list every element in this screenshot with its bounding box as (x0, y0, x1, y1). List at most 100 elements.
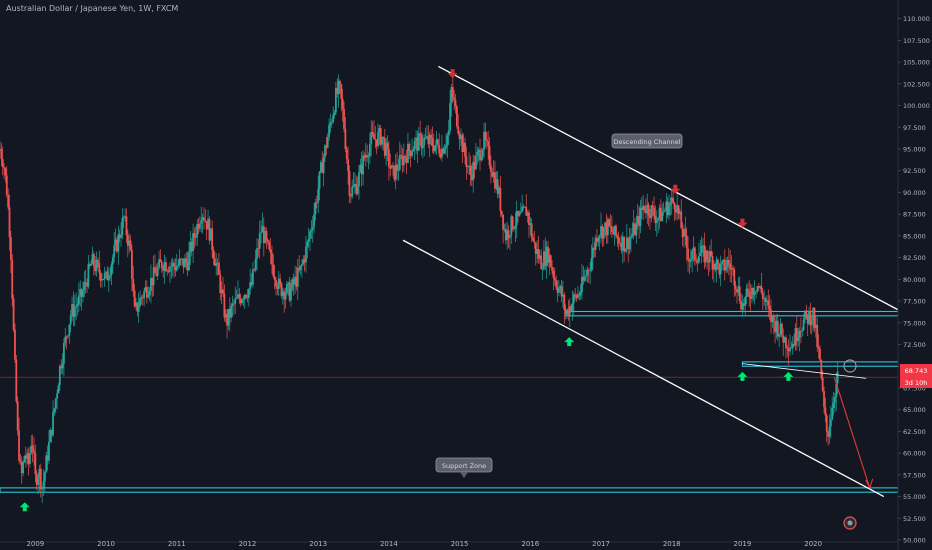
candle-body (349, 195, 352, 197)
candle-body (106, 271, 109, 281)
price-tick-label: 90.000 (903, 189, 926, 197)
candle-body (57, 385, 60, 394)
candle-body (449, 103, 451, 131)
candle-body (835, 383, 838, 398)
candle-body (676, 205, 679, 213)
candle-body (8, 207, 11, 238)
candle-body (163, 262, 166, 271)
candle-body (496, 179, 499, 195)
candle-body (144, 286, 147, 291)
candle-body (650, 205, 653, 219)
candle-body (340, 84, 343, 99)
candle-body (816, 324, 819, 347)
candle-body (560, 286, 563, 297)
candle-body (551, 266, 553, 271)
candle-body (466, 166, 469, 168)
bar-replay-icon[interactable] (843, 516, 857, 530)
candle-body (39, 468, 42, 490)
candle-body (761, 292, 764, 300)
candle-body (124, 216, 126, 218)
candle-body (18, 430, 20, 461)
candle-body (337, 80, 340, 95)
candle-body (477, 149, 480, 152)
candle-body (37, 477, 39, 485)
support-zone-note[interactable]: Support Zone (435, 457, 493, 478)
candle-body (521, 206, 524, 213)
candle-body (628, 238, 631, 250)
candle-body (151, 277, 154, 286)
time-axis[interactable]: 2009 2010 2011 2012 2013 2014 2015 2016 2017 2018… (0, 540, 898, 548)
time-tick-label: 2009 (26, 540, 44, 548)
candle-body (601, 226, 604, 239)
candle-body (646, 204, 649, 214)
descending-channel-note[interactable]: Descending Channel (611, 133, 683, 149)
candle-body (636, 215, 639, 224)
candle-body (431, 138, 434, 147)
candle-body (38, 468, 41, 478)
candle-body (250, 282, 253, 285)
candle-body (383, 138, 386, 156)
candle-body (114, 239, 117, 246)
candle-body (525, 206, 528, 216)
symbol-title[interactable]: Australian Dollar / Japanese Yen, 1W, FX… (6, 4, 179, 13)
candle-body (200, 220, 203, 224)
candle-body (533, 240, 536, 243)
candle-body (234, 298, 237, 304)
candle-body (307, 239, 310, 242)
candle-body (364, 155, 367, 158)
candle-body (220, 289, 223, 294)
candle-body (711, 255, 714, 270)
candle-body (736, 289, 738, 293)
candle-body (208, 218, 211, 241)
candle-body (608, 219, 611, 226)
candle-body (726, 260, 729, 267)
candle-body (604, 222, 607, 228)
candle-body (348, 171, 351, 196)
candle-body (537, 249, 540, 259)
candle-body (196, 224, 199, 238)
candle-body (790, 347, 793, 349)
time-tick-label: 2019 (734, 540, 752, 548)
candle-body (42, 481, 45, 488)
candle-body (253, 269, 256, 271)
candle-body (635, 223, 638, 236)
candle-body (778, 334, 781, 337)
candle-body (128, 240, 131, 246)
support-zone-label: Support Zone (442, 462, 486, 470)
candle-body (189, 242, 192, 253)
candle-body (450, 87, 453, 104)
candle-body (396, 164, 398, 171)
candle-body (344, 129, 347, 149)
candle-body (246, 297, 249, 299)
candle-body (309, 231, 311, 240)
candle-body (54, 398, 57, 409)
projection-line (833, 377, 871, 489)
candle-body (360, 164, 363, 175)
candle-body (385, 142, 388, 156)
candle-body (499, 187, 502, 211)
candle-body (405, 157, 408, 163)
candle-body (359, 164, 362, 173)
candle-body (116, 239, 118, 252)
candle-body (775, 320, 778, 333)
candle-body (397, 169, 400, 171)
candle-body (386, 142, 389, 150)
up-arrow-icon (564, 337, 575, 347)
candle-body (334, 88, 337, 113)
candle-body (485, 139, 488, 142)
candle-body (812, 307, 815, 321)
candle-body (446, 135, 449, 145)
candle-body (814, 324, 817, 329)
candle-body (751, 288, 753, 299)
candle-body (324, 145, 326, 158)
candle-body (770, 309, 772, 323)
candle-body (252, 269, 254, 285)
candle-body (173, 262, 175, 267)
candle-body (409, 150, 412, 156)
candle-body (322, 157, 325, 173)
candle-body (1, 158, 4, 168)
candle-body (616, 235, 619, 238)
down-arrow-icon (670, 184, 681, 194)
price-tick-label: 87.500 (903, 211, 926, 219)
